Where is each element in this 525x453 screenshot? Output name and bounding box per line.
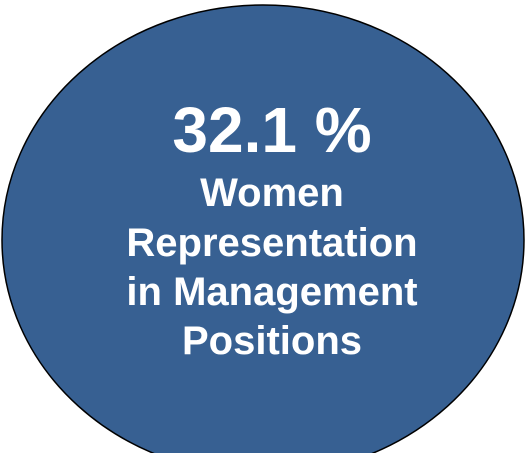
label-line: Positions — [182, 319, 362, 363]
label-line: Representation — [126, 221, 417, 265]
badge-ellipse — [1, 4, 525, 453]
label-line: in Management — [126, 270, 417, 314]
label-line: Women — [200, 171, 344, 215]
headline: 32.1 % — [172, 94, 371, 166]
